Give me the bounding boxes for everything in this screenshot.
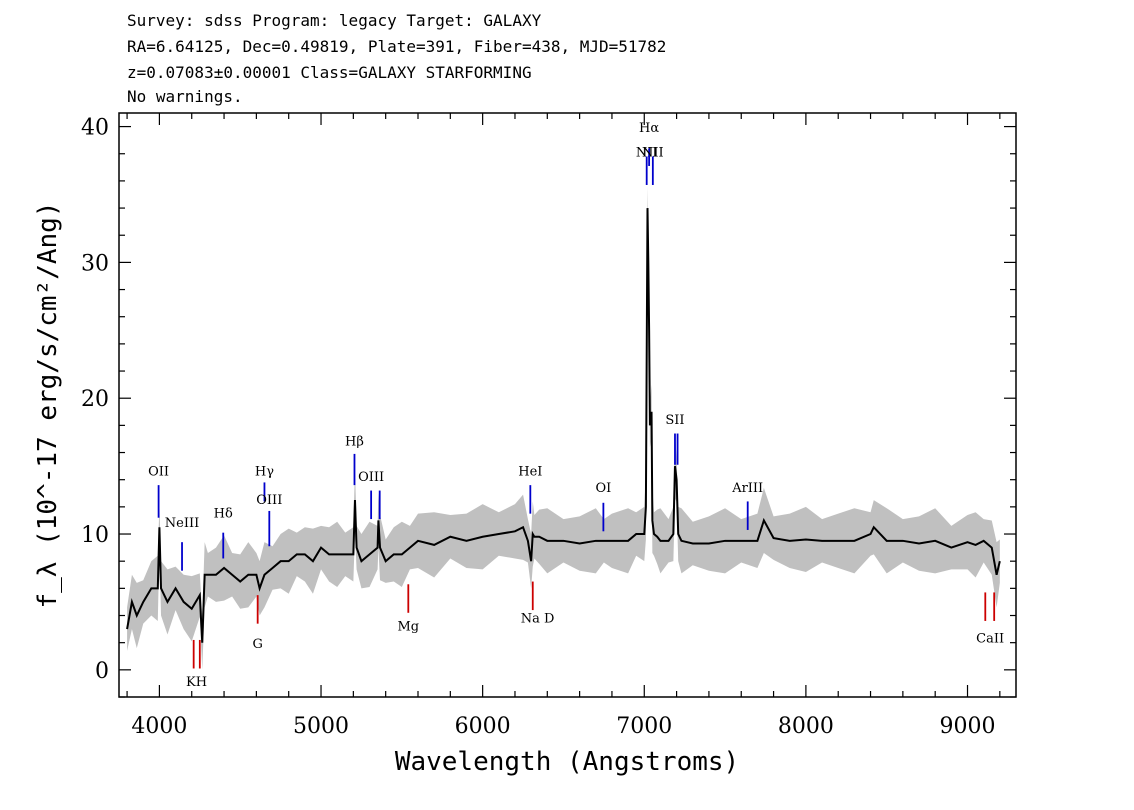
line-label: OIII xyxy=(358,470,384,485)
line-label: NeIII xyxy=(165,516,199,531)
line-label: HeI xyxy=(518,465,542,480)
y-tick-label: 0 xyxy=(95,659,109,684)
line-label: Hδ xyxy=(214,507,233,522)
x-tick-label: 9000 xyxy=(940,714,996,739)
y-tick-label: 20 xyxy=(81,387,109,412)
y-axis-title: f_λ (10^-17 erg/s/cm²/Ang) xyxy=(33,202,63,609)
x-axis-title: Wavelength (Angstroms) xyxy=(395,747,739,777)
line-label: G xyxy=(252,637,262,652)
y-tick-labels: 0 10 20 30 40 xyxy=(81,116,109,684)
y-tick-label: 10 xyxy=(81,523,109,548)
x-tick-label: 4000 xyxy=(131,714,187,739)
header-line-4: No warnings. xyxy=(127,87,243,106)
line-label: KH xyxy=(186,675,207,690)
line-label: Hβ xyxy=(345,435,364,450)
plot-frame xyxy=(118,112,1017,698)
line-label: Mg xyxy=(397,619,419,634)
spectrum-line xyxy=(126,208,1001,643)
x-tick-label: 5000 xyxy=(293,714,349,739)
x-tick-labels: 4000 5000 6000 7000 8000 9000 xyxy=(131,714,995,739)
line-label: NII xyxy=(642,145,664,160)
x-tick-label: 6000 xyxy=(455,714,511,739)
line-label: OIII xyxy=(256,493,282,508)
header-line-1: Survey: sdss Program: legacy Target: GAL… xyxy=(127,11,542,30)
header-line-2: RA=6.64125, Dec=0.49819, Plate=391, Fibe… xyxy=(127,37,666,56)
y-tick-label: 40 xyxy=(81,116,109,141)
line-label: OII xyxy=(148,465,169,480)
line-label: ArIII xyxy=(731,481,763,496)
line-label: SII xyxy=(665,413,684,428)
line-label: CaII xyxy=(976,632,1004,647)
y-tick-label: 30 xyxy=(81,251,109,276)
x-tick-label: 7000 xyxy=(616,714,672,739)
line-label: OI xyxy=(595,481,611,496)
error-band xyxy=(127,186,1000,670)
line-label: Na D xyxy=(521,611,555,626)
x-tick-label: 8000 xyxy=(778,714,834,739)
absorption-line-markers: KH G Mg Na D CaII xyxy=(186,581,1004,690)
header-line-3: z=0.07083±0.00001 Class=GALAXY STARFORMI… xyxy=(127,63,532,82)
line-label: Hα xyxy=(639,121,659,136)
axis-ticks xyxy=(119,113,1016,698)
line-label: Hγ xyxy=(255,465,274,480)
